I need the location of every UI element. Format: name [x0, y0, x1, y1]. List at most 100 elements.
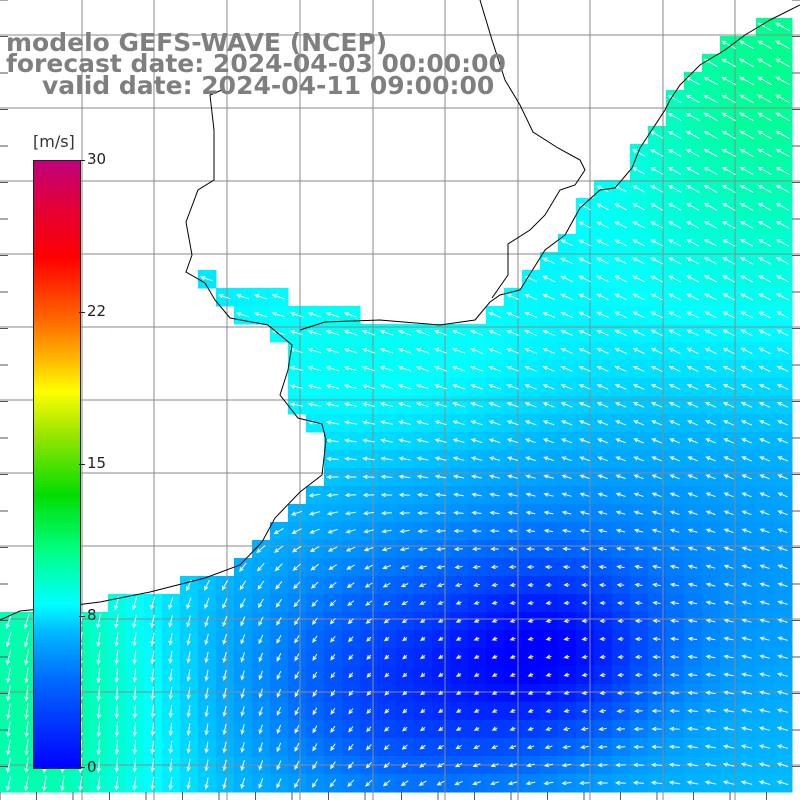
wind-arrow: [526, 564, 535, 570]
wind-arrow: [132, 614, 137, 629]
wind-arrow: [381, 529, 392, 534]
wind-arrow: [258, 742, 263, 753]
wind-arrow: [686, 239, 700, 247]
wind-arrow: [96, 703, 101, 720]
wind-arrow: [740, 275, 754, 283]
wind-arrow: [543, 510, 554, 515]
wind-arrow: [416, 456, 429, 461]
wind-arrow: [615, 762, 626, 768]
wind-arrow: [704, 347, 717, 355]
wind-arrow: [524, 366, 537, 372]
wind-arrow: [328, 582, 337, 589]
wind-arrow: [490, 781, 500, 786]
wind-arrow: [740, 780, 753, 785]
wind-arrow: [775, 94, 791, 104]
wind-arrow: [417, 546, 428, 552]
wind-arrow: [289, 330, 304, 336]
wind-arrow: [560, 384, 573, 390]
wind-arrow: [258, 760, 264, 771]
wind-arrow: [294, 707, 300, 716]
wind-arrow: [150, 686, 155, 701]
wind-arrow: [204, 705, 209, 718]
wind-arrow: [617, 618, 624, 624]
wind-arrow: [740, 293, 754, 301]
wind-arrow: [685, 185, 700, 193]
wind-arrow: [274, 545, 284, 553]
wind-arrow: [597, 456, 608, 462]
wind-arrow: [597, 438, 609, 444]
wind-arrow: [524, 293, 537, 300]
wind-arrow: [363, 529, 374, 534]
wind-arrow: [560, 347, 573, 354]
wind-arrow: [384, 726, 390, 732]
wind-arrow: [258, 598, 264, 609]
wind-arrow: [6, 649, 12, 666]
wind-arrow: [347, 779, 355, 788]
wind-arrow: [685, 203, 700, 211]
wind-arrow: [454, 582, 463, 587]
wind-arrow: [723, 492, 734, 498]
wind-arrow: [491, 726, 498, 731]
wind-arrow: [168, 597, 174, 610]
wind-arrow: [669, 528, 680, 533]
wind-arrow: [596, 329, 609, 336]
wind-arrow: [721, 76, 736, 86]
wind-arrow: [240, 652, 245, 663]
wind-arrow: [705, 636, 716, 642]
wind-arrow: [669, 582, 680, 587]
wind-arrow: [293, 581, 301, 590]
wind-arrow: [650, 221, 664, 229]
wind-arrow: [668, 311, 681, 319]
wind-arrow: [526, 763, 535, 768]
wind-arrow: [758, 690, 771, 695]
wind-arrow: [488, 438, 501, 444]
wind-arrow: [777, 672, 788, 677]
wind-arrow: [488, 456, 501, 461]
wind-arrow: [545, 672, 552, 677]
wind-arrow: [633, 456, 644, 462]
wind-arrow: [542, 438, 555, 444]
wind-arrow: [307, 312, 322, 318]
wind-arrow: [204, 741, 209, 754]
wind-arrow: [294, 617, 300, 626]
wind-arrow: [168, 704, 173, 719]
wind-arrow: [542, 347, 555, 354]
wind-arrow: [652, 654, 661, 660]
wind-arrow: [757, 112, 772, 122]
wind-arrow: [114, 614, 119, 629]
wind-arrow: [759, 582, 770, 587]
wind-arrow: [114, 704, 119, 720]
wind-arrow: [348, 672, 354, 679]
wind-arrow: [758, 365, 771, 372]
colorbar-tick-label: 0: [87, 758, 97, 776]
wind-arrow: [415, 329, 430, 336]
wind-arrow: [294, 653, 300, 662]
wind-arrow: [362, 474, 375, 480]
wind-arrow: [473, 636, 480, 641]
wind-arrow: [758, 347, 771, 355]
wind-arrow: [96, 614, 101, 629]
wind-arrow: [598, 546, 607, 552]
wind-arrow: [759, 456, 770, 462]
wind-arrow: [400, 780, 409, 786]
wind-arrow: [722, 329, 735, 337]
wind-arrow: [361, 348, 376, 354]
wind-arrow: [488, 329, 501, 336]
wind-arrow: [668, 402, 681, 408]
wind-arrow: [526, 546, 535, 552]
wind-arrow: [222, 633, 227, 645]
wind-arrow: [579, 528, 590, 533]
wind-arrow: [686, 780, 699, 785]
wind-arrow: [326, 492, 339, 498]
colorbar-tick: [79, 616, 85, 617]
wind-arrow: [470, 384, 483, 390]
wind-arrow: [560, 402, 573, 408]
wind-arrow: [132, 686, 137, 701]
wind-arrow: [291, 528, 302, 534]
wind-arrow: [363, 547, 374, 552]
wind-arrow: [433, 347, 448, 354]
wind-arrow: [328, 564, 337, 571]
wind-arrow: [599, 636, 606, 642]
wind-arrow: [240, 634, 246, 645]
wind-arrow: [542, 329, 555, 336]
